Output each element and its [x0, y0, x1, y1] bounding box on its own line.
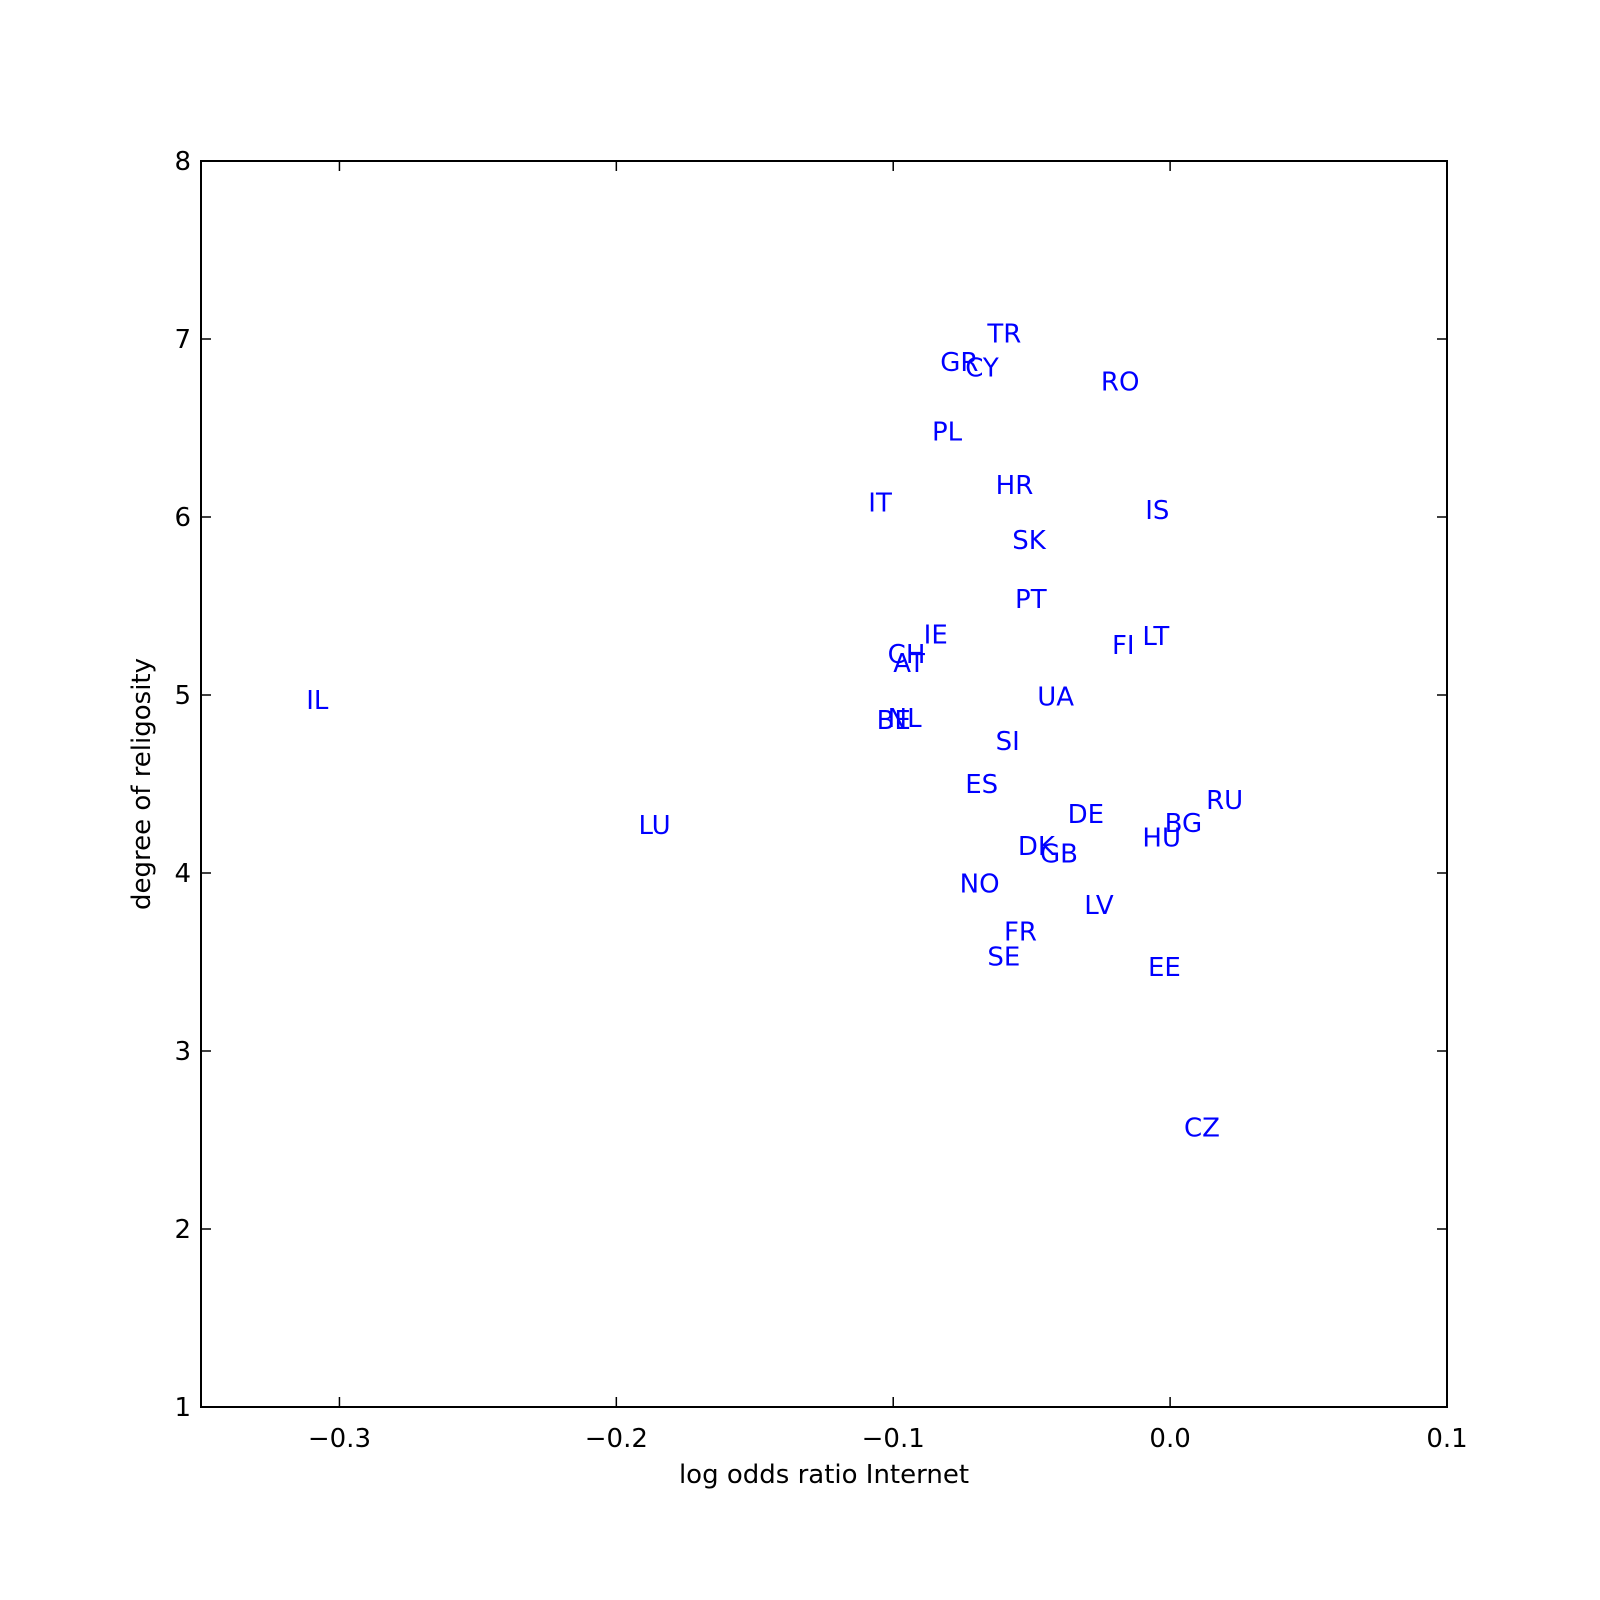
point-label: HR: [996, 471, 1034, 501]
point-label: LV: [1084, 891, 1114, 921]
x-axis-label: log odds ratio Internet: [679, 1460, 969, 1490]
y-tick-label: 4: [174, 859, 191, 889]
point-label: LU: [638, 811, 670, 841]
point-label: FR: [1004, 918, 1037, 948]
point-label: RU: [1206, 786, 1243, 816]
x-tick-label: −0.2: [585, 1424, 648, 1454]
point-label: CZ: [1184, 1113, 1220, 1143]
y-tick-label: 3: [174, 1037, 191, 1067]
point-label: RO: [1101, 368, 1140, 398]
y-tick-label: 8: [174, 147, 191, 177]
y-tick-label: 5: [174, 681, 191, 711]
y-axis-label: degree of religosity: [127, 658, 157, 910]
point-label: SI: [996, 727, 1020, 757]
point-label: SE: [987, 943, 1020, 973]
point-label: IS: [1145, 496, 1169, 526]
point-label: HU: [1142, 823, 1181, 853]
x-tick-label: 0.0: [1149, 1424, 1190, 1454]
point-label: GR: [940, 348, 978, 378]
point-label: LT: [1142, 622, 1169, 652]
point-label: BG: [1165, 809, 1203, 839]
point-label: AT: [893, 649, 925, 679]
point-label: EE: [1148, 953, 1181, 983]
y-tick-label: 6: [174, 503, 191, 533]
y-tick-label: 7: [174, 325, 191, 355]
point-label: NO: [960, 870, 1000, 900]
x-tick-label: 0.1: [1426, 1424, 1467, 1454]
point-label: CH: [888, 640, 926, 670]
point-label: DE: [1068, 800, 1104, 830]
point-label: DK: [1018, 832, 1056, 862]
y-tick-label: 1: [174, 1393, 191, 1423]
point-label: SK: [1012, 526, 1047, 556]
point-label: TR: [986, 320, 1021, 350]
point-label: ES: [965, 770, 998, 800]
point-label: IL: [306, 686, 329, 716]
x-tick-label: −0.1: [862, 1424, 925, 1454]
point-label: NL: [888, 704, 922, 734]
y-tick-label: 2: [174, 1215, 191, 1245]
point-label: IE: [924, 620, 948, 650]
point-label: CY: [965, 353, 999, 383]
point-label: IT: [868, 489, 892, 519]
point-label: GB: [1040, 839, 1078, 869]
plot-frame: [200, 160, 1448, 1408]
point-label: BE: [877, 706, 911, 736]
x-tick-label: −0.3: [308, 1424, 371, 1454]
point-label: PT: [1015, 585, 1047, 615]
point-label: PL: [932, 417, 963, 447]
point-label: UA: [1037, 683, 1074, 713]
point-label: FI: [1112, 631, 1135, 661]
